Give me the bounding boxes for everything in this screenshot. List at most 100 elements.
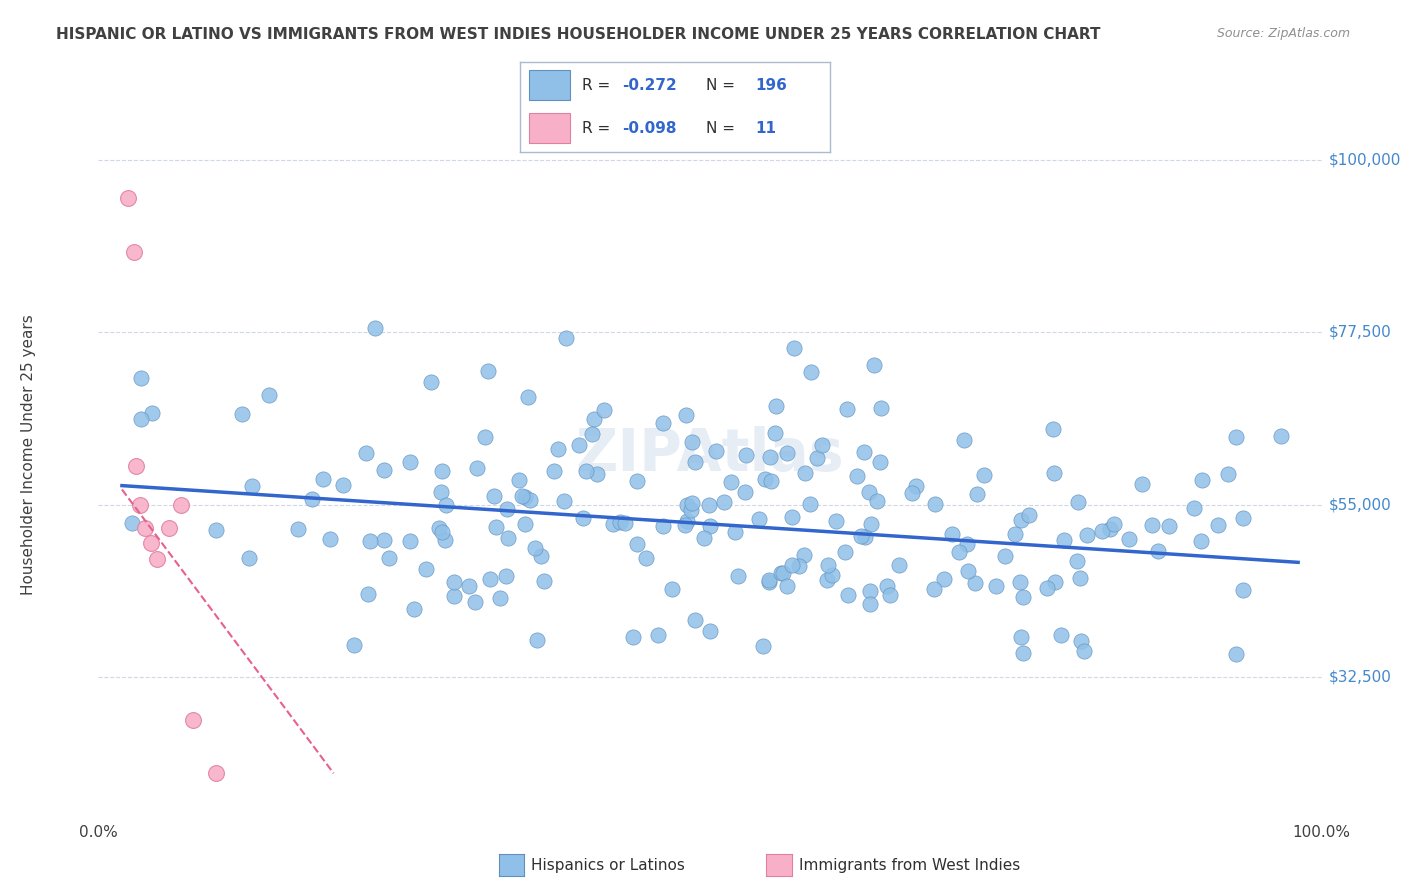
Point (758, 574, 780, 589)
Point (704, 443, 727, 458)
Point (399, 454, 422, 468)
Point (512, 489, 534, 503)
Point (806, 451, 828, 466)
Point (312, 472, 335, 486)
Point (434, 498, 457, 512)
Point (879, 588, 901, 602)
Point (378, 551, 401, 566)
Point (835, 402, 858, 417)
Point (373, 463, 395, 477)
Point (986, 579, 1008, 593)
Point (555, 331, 578, 345)
Text: HISPANIC OR LATINO VS IMMIGRANTS FROM WEST INDIES HOUSEHOLDER INCOME UNDER 25 YE: HISPANIC OR LATINO VS IMMIGRANTS FROM WE… (56, 27, 1101, 42)
Point (994, 549, 1017, 563)
Point (343, 638, 366, 652)
Point (141, 406, 163, 420)
Point (652, 416, 675, 430)
Point (697, 499, 720, 513)
Point (508, 473, 530, 487)
Point (869, 455, 891, 469)
Point (859, 517, 882, 532)
Text: 0.0%: 0.0% (79, 825, 118, 840)
Point (681, 435, 703, 450)
Point (1118, 532, 1140, 546)
Point (1053, 533, 1076, 548)
Point (626, 537, 648, 551)
Point (763, 425, 786, 440)
Point (543, 464, 565, 478)
Point (683, 454, 706, 468)
Point (402, 602, 425, 616)
Point (420, 375, 443, 389)
Point (1076, 528, 1098, 542)
Point (853, 530, 876, 544)
Point (1225, 647, 1247, 661)
Point (485, 520, 508, 534)
Point (354, 445, 377, 459)
Point (626, 474, 648, 488)
Point (782, 509, 804, 524)
Point (524, 541, 547, 556)
Point (474, 430, 496, 444)
Point (1098, 522, 1121, 536)
Point (673, 517, 696, 532)
Point (517, 390, 540, 404)
Point (772, 566, 794, 580)
Point (849, 529, 872, 543)
Point (1182, 501, 1205, 516)
Point (602, 517, 624, 532)
Point (699, 519, 721, 533)
Point (495, 569, 517, 583)
Point (769, 566, 792, 580)
Point (465, 461, 488, 475)
Point (727, 569, 749, 583)
Point (956, 564, 979, 578)
Text: N =: N = (706, 78, 740, 93)
Point (373, 533, 395, 547)
Point (122, 244, 145, 259)
Point (870, 401, 893, 415)
Point (364, 320, 387, 334)
Point (332, 477, 354, 491)
Point (231, 407, 253, 421)
Point (793, 548, 815, 562)
Point (846, 469, 869, 483)
Point (1069, 571, 1091, 585)
Point (117, 191, 139, 205)
Point (675, 514, 697, 528)
Point (973, 467, 995, 482)
Point (963, 576, 986, 591)
Point (948, 545, 970, 559)
Point (568, 438, 591, 452)
Point (319, 532, 342, 546)
Point (415, 562, 437, 576)
Point (513, 491, 536, 505)
Text: R =: R = (582, 78, 616, 93)
Point (675, 409, 697, 423)
Point (815, 573, 838, 587)
Point (811, 437, 834, 451)
Point (675, 498, 697, 512)
Text: 196: 196 (755, 78, 787, 93)
Point (134, 521, 156, 535)
Point (146, 551, 169, 566)
Point (1132, 477, 1154, 491)
Point (464, 595, 486, 609)
Point (287, 522, 309, 536)
Point (1066, 495, 1088, 509)
Point (427, 521, 450, 535)
Point (1270, 429, 1292, 443)
Point (498, 531, 520, 545)
Point (357, 587, 380, 601)
Point (1208, 517, 1230, 532)
Point (932, 572, 955, 586)
Point (1018, 508, 1040, 522)
Point (430, 485, 453, 500)
Point (863, 358, 886, 372)
Point (735, 448, 758, 462)
Point (922, 582, 945, 596)
Point (652, 519, 675, 533)
Point (1043, 575, 1066, 590)
Point (1070, 634, 1092, 648)
Point (141, 536, 163, 550)
